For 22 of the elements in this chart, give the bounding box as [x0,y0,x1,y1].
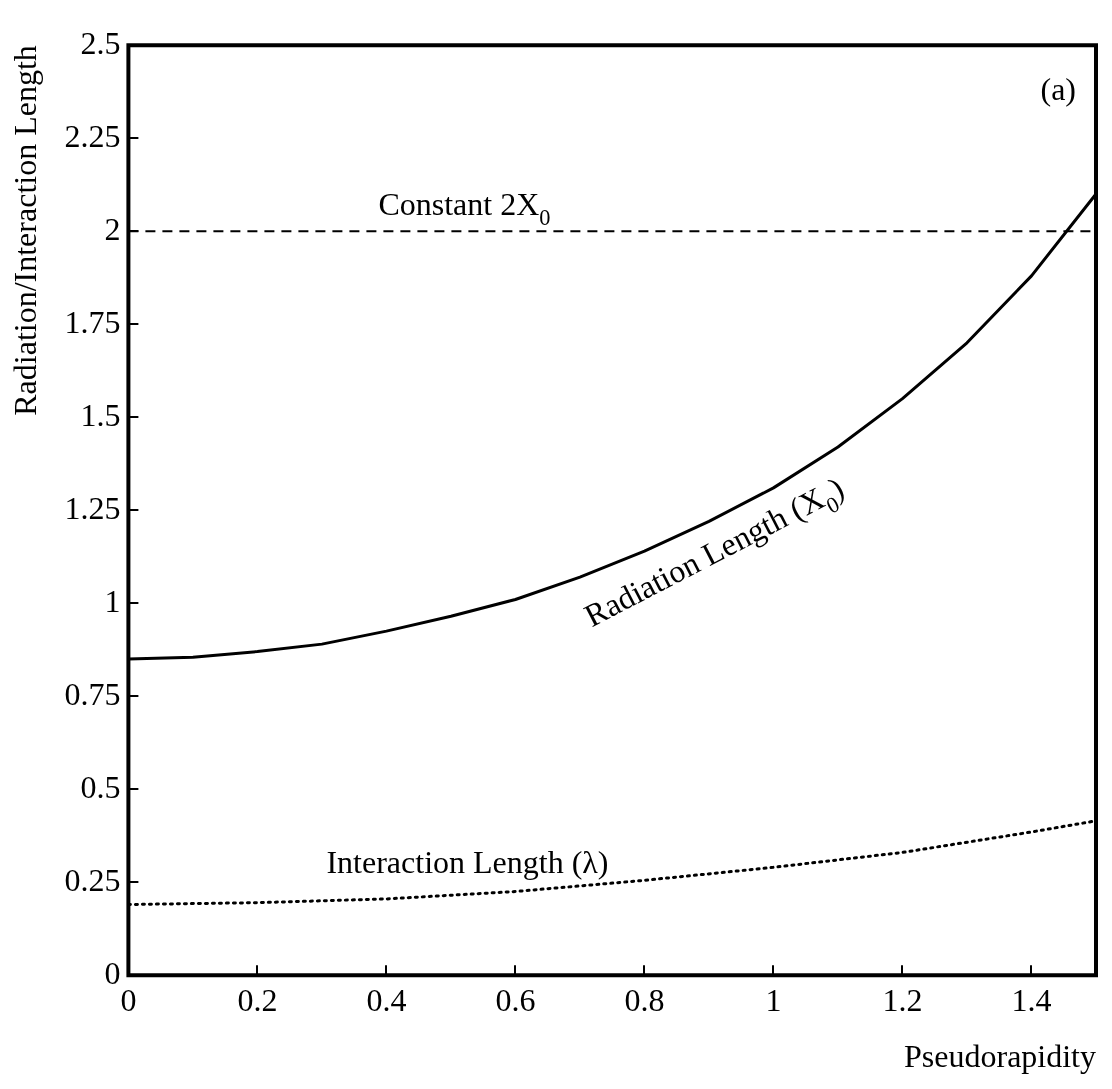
y-tick-label: 2.5 [80,24,121,61]
series-label: Interaction Length (λ) [326,843,609,880]
y-tick-label: 1.25 [64,489,121,526]
x-tick-label: 0.8 [624,981,665,1018]
x-tick-label: 1.2 [882,981,923,1018]
x-tick-label: 0.2 [237,981,278,1018]
x-tick-label: 0.4 [366,981,407,1018]
x-tick-label: 1 [765,981,782,1018]
annotation: (a) [1040,71,1076,108]
y-tick-label: 0.75 [64,675,121,712]
y-tick-label: 0.5 [80,768,121,805]
y-tick-label: 1.5 [80,396,121,433]
x-tick-label: 1.4 [1011,981,1052,1018]
y-tick-label: 1.75 [64,303,121,340]
y-tick-label: 1 [104,582,121,619]
y-tick-label: 0 [104,954,121,991]
y-tick-label: 2.25 [64,117,121,154]
y-tick-label: 0.25 [64,861,121,898]
x-axis-title: Pseudorapidity [904,1038,1096,1075]
y-axis-title: Radiation/Interaction Length [6,45,43,416]
x-tick-label: 0.6 [495,981,536,1018]
y-tick-label: 2 [104,210,121,247]
